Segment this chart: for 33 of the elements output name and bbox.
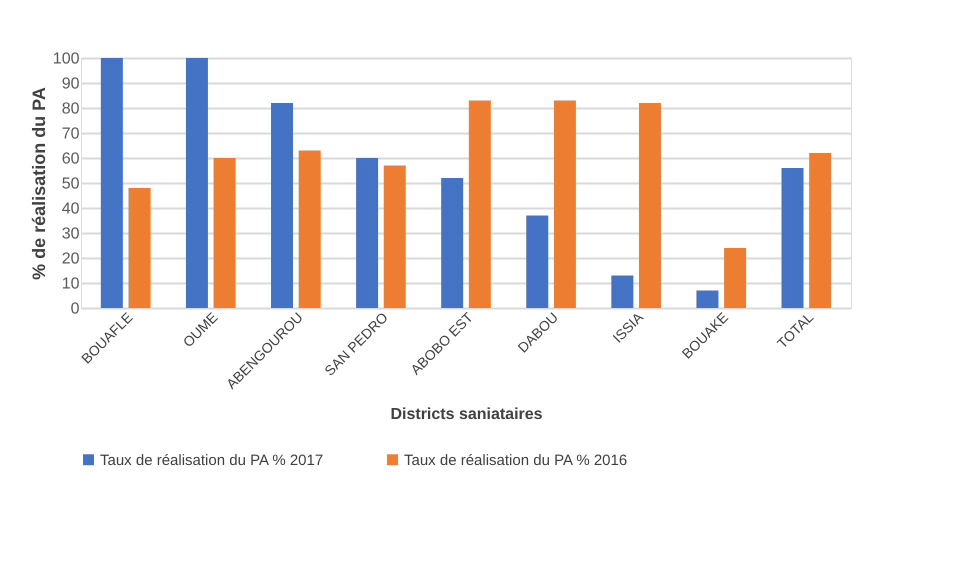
- bar: [809, 153, 832, 308]
- bar: [384, 166, 406, 308]
- bar: [100, 58, 123, 308]
- bar: [611, 276, 634, 308]
- y-tick-label: 100: [52, 50, 80, 68]
- bar: [724, 248, 746, 308]
- y-tick-label: 90: [62, 76, 80, 92]
- y-tick-label: 20: [62, 250, 80, 268]
- bar: [214, 158, 236, 308]
- x-axis-title: Districts saniataires: [390, 406, 543, 423]
- y-tick-label: 0: [70, 300, 80, 318]
- bar: [271, 103, 294, 308]
- bar: [782, 168, 804, 308]
- bar: [696, 290, 718, 308]
- y-tick-label: 50: [62, 176, 80, 192]
- bar: [554, 100, 576, 308]
- y-tick-label: 70: [62, 126, 80, 142]
- y-tick-label: 30: [62, 226, 80, 242]
- bar: [186, 58, 208, 308]
- bar: [468, 100, 491, 308]
- bar: [638, 103, 661, 308]
- y-axis-title: % de réalisation du PA: [28, 87, 49, 280]
- legend-label: Taux de réalisation du PA % 2017: [100, 452, 324, 469]
- y-tick-label: 80: [62, 100, 80, 118]
- bar: [298, 150, 321, 308]
- y-tick-label: 60: [62, 150, 80, 168]
- legend-label: Taux de réalisation du PA % 2016: [404, 452, 628, 469]
- y-tick-label: 10: [62, 276, 80, 292]
- bar: [356, 158, 378, 308]
- y-tick-label: 40: [62, 200, 80, 218]
- bar: [526, 216, 548, 308]
- bar: [441, 178, 464, 308]
- bar: [128, 188, 150, 308]
